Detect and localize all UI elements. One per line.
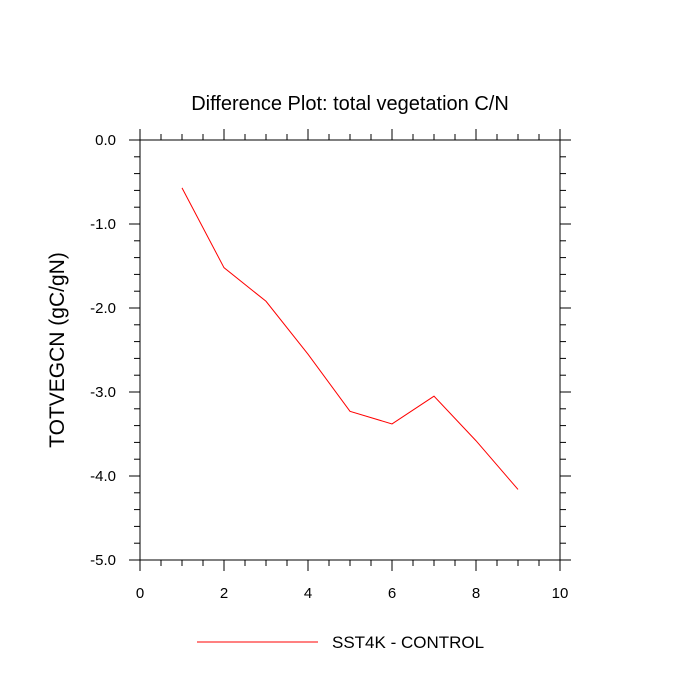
- y-tick-label: -3.0: [90, 384, 116, 401]
- plot-frame: [139, 139, 561, 561]
- x-tick-label: 6: [388, 585, 396, 602]
- legend-label: SST4K - CONTROL: [332, 633, 484, 652]
- x-tick-label: 8: [472, 585, 480, 602]
- x-tick-label: 0: [136, 585, 144, 602]
- y-axis-label: TOTVEGCN (gC/gN): [46, 252, 69, 448]
- legend: SST4K - CONTROL: [197, 633, 484, 652]
- series-line: [181, 187, 519, 490]
- axis-ticks: [129, 129, 571, 571]
- tick-labels: 0 2 4 6 8 10 0.0 -1.0 -2.0 -3.0 -4.0 -5.0: [90, 132, 568, 602]
- y-tick-label: -4.0: [90, 468, 116, 485]
- x-tick-label: 2: [220, 585, 228, 602]
- y-tick-label: -1.0: [90, 216, 116, 233]
- chart-title: Difference Plot: total vegetation C/N: [191, 93, 509, 115]
- y-tick-label: -2.0: [90, 300, 116, 317]
- x-tick-label: 4: [304, 585, 312, 602]
- y-tick-label: 0.0: [95, 132, 116, 149]
- y-tick-label: -5.0: [90, 552, 116, 569]
- x-tick-label: 10: [552, 585, 569, 602]
- series-layer: [181, 187, 519, 490]
